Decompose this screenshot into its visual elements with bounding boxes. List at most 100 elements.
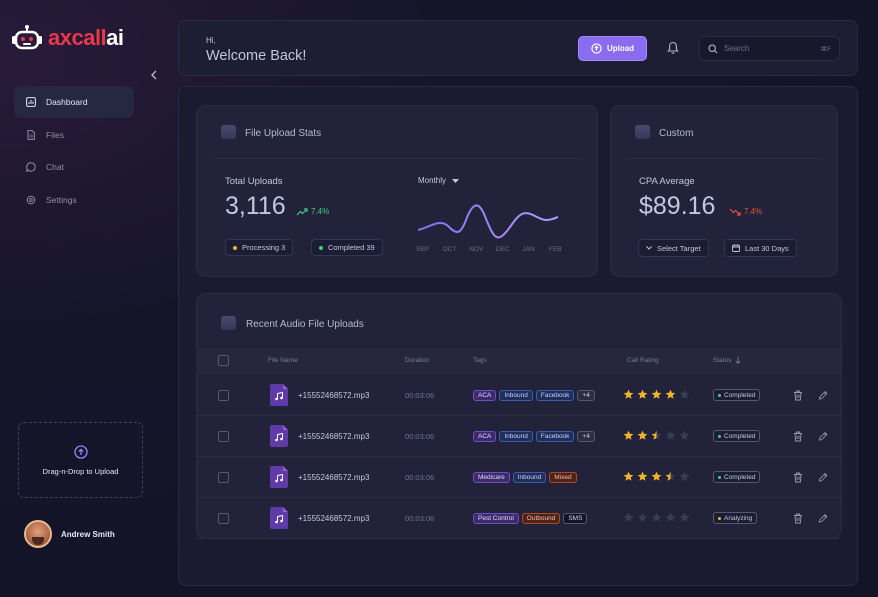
period-label: Monthly xyxy=(418,176,447,185)
sidebar-item-settings[interactable]: Settings xyxy=(14,184,134,216)
edit-icon[interactable] xyxy=(818,390,828,401)
star-icon[interactable] xyxy=(679,512,690,523)
row-checkbox[interactable] xyxy=(218,513,229,524)
star-icon[interactable] xyxy=(623,389,634,400)
star-icon[interactable] xyxy=(651,389,662,400)
star-icon[interactable] xyxy=(623,430,634,441)
trash-icon[interactable] xyxy=(793,390,803,401)
row-checkbox[interactable] xyxy=(218,472,229,483)
star-icon[interactable] xyxy=(665,471,676,482)
tag[interactable]: Inbound xyxy=(512,472,547,483)
total-uploads-value: 3,116 xyxy=(225,192,286,220)
chevron-down-icon xyxy=(646,246,652,250)
file-name[interactable]: +15552468572.mp3 xyxy=(298,514,370,523)
star-icon[interactable] xyxy=(665,430,676,441)
column-header-duration[interactable]: Duration xyxy=(405,357,430,364)
select-target-label: Select Target xyxy=(657,243,701,253)
call-rating xyxy=(623,512,690,523)
file-name[interactable]: +15552468572.mp3 xyxy=(298,473,370,482)
custom-card: Custom CPA Average $89.16 7.4% Select Ta… xyxy=(610,105,838,277)
search-input[interactable]: Search xyxy=(724,44,750,53)
column-header-file[interactable]: File Name xyxy=(268,357,298,364)
period-dropdown[interactable]: Monthly xyxy=(418,176,460,185)
stats-card-title: File Upload Stats xyxy=(245,128,322,139)
star-icon[interactable] xyxy=(637,389,648,400)
table-row[interactable]: +15552468572.mp3 00:03:06 ACA Inbound Face… xyxy=(196,375,841,416)
tag[interactable]: +4 xyxy=(577,431,595,442)
trash-icon[interactable] xyxy=(793,431,803,442)
brand-logo[interactable]: axcallai xyxy=(12,24,124,52)
column-header-rating[interactable]: Call Rating xyxy=(627,357,659,364)
star-icon[interactable] xyxy=(679,389,690,400)
brand-name: axcallai xyxy=(48,25,124,51)
tag[interactable]: Mixed xyxy=(549,472,577,483)
star-icon[interactable] xyxy=(637,512,648,523)
file-name[interactable]: +15552468572.mp3 xyxy=(298,432,370,441)
select-target-dropdown[interactable]: Select Target xyxy=(638,239,709,257)
column-header-status-label: Status xyxy=(713,357,732,364)
table-row[interactable]: +15552468572.mp3 00:03:06 Medicare Inboun… xyxy=(196,457,841,498)
star-icon[interactable] xyxy=(623,512,634,523)
tag[interactable]: Facebook xyxy=(535,390,575,401)
tag[interactable]: Outbound xyxy=(521,513,561,524)
row-checkbox[interactable] xyxy=(218,390,229,401)
star-icon[interactable] xyxy=(651,471,662,482)
bell-icon[interactable] xyxy=(666,41,680,55)
sidebar-item-files[interactable]: Files xyxy=(14,119,134,151)
edit-icon[interactable] xyxy=(818,431,828,442)
file-name[interactable]: +15552468572.mp3 xyxy=(298,391,370,400)
sidebar-item-label: Settings xyxy=(46,194,77,205)
trash-icon[interactable] xyxy=(793,513,803,524)
total-uploads-label: Total Uploads xyxy=(225,176,283,187)
stats-card-icon xyxy=(221,125,236,139)
edit-icon[interactable] xyxy=(818,472,828,483)
completed-chip[interactable]: Completed 39 xyxy=(311,239,383,256)
star-icon[interactable] xyxy=(637,471,648,482)
collapse-sidebar-button[interactable] xyxy=(146,68,162,84)
tag[interactable]: +4 xyxy=(577,390,595,401)
upload-button-label: Upload xyxy=(606,44,635,53)
star-icon[interactable] xyxy=(679,430,690,441)
tag[interactable]: Medicare xyxy=(473,472,510,483)
processing-chip[interactable]: Processing 3 xyxy=(225,239,294,256)
tag[interactable]: Pest Control xyxy=(473,513,519,524)
sidebar-item-dashboard[interactable]: Dashboard xyxy=(14,86,134,118)
edit-icon[interactable] xyxy=(818,513,828,524)
sidebar-item-chat[interactable]: Chat xyxy=(14,151,134,183)
date-range-button[interactable]: Last 30 Days xyxy=(724,239,797,257)
user-profile[interactable]: Andrew Smith xyxy=(24,520,115,548)
row-checkbox[interactable] xyxy=(218,431,229,442)
cpa-trend-value: 7.4% xyxy=(744,207,763,216)
tag[interactable]: ACA xyxy=(473,390,497,401)
tag[interactable]: Facebook xyxy=(535,431,575,442)
drag-drop-upload-zone[interactable]: Drag-n-Drop to Upload xyxy=(18,422,143,498)
search-bar[interactable]: Search ⌘F xyxy=(699,36,840,61)
status-dot xyxy=(718,393,721,397)
star-icon[interactable] xyxy=(679,471,690,482)
duration: 00:03:06 xyxy=(405,473,435,482)
month-label: NOV xyxy=(469,246,484,253)
status-dot xyxy=(718,475,721,479)
select-all-checkbox[interactable] xyxy=(218,355,229,366)
tag[interactable]: SMS xyxy=(563,513,588,524)
table-row[interactable]: +15552468572.mp3 00:03:06 Pest Control Ou… xyxy=(196,498,841,539)
file-upload-stats-card: File Upload Stats Total Uploads 3,116 7.… xyxy=(196,105,598,277)
column-header-status[interactable]: Status xyxy=(713,357,741,364)
month-label: DEC xyxy=(495,246,510,253)
tag[interactable]: ACA xyxy=(473,431,497,442)
star-icon[interactable] xyxy=(637,430,648,441)
table-row[interactable]: +15552468572.mp3 00:03:06 ACA Inbound Face… xyxy=(196,416,841,457)
trash-icon[interactable] xyxy=(793,472,803,483)
tag[interactable]: Inbound xyxy=(499,390,533,401)
star-icon[interactable] xyxy=(623,471,634,482)
header-bar: Hi, Welcome Back! Upload Search ⌘F xyxy=(178,20,858,76)
tag-list: ACA Inbound Facebook +4 xyxy=(473,431,595,442)
user-name: Andrew Smith xyxy=(61,529,115,539)
star-icon[interactable] xyxy=(665,389,676,400)
upload-button[interactable]: Upload xyxy=(578,36,647,61)
star-icon[interactable] xyxy=(651,512,662,523)
star-icon[interactable] xyxy=(665,512,676,523)
column-header-tags[interactable]: Tags xyxy=(473,357,487,364)
star-icon[interactable] xyxy=(651,430,662,441)
tag[interactable]: Inbound xyxy=(499,431,533,442)
